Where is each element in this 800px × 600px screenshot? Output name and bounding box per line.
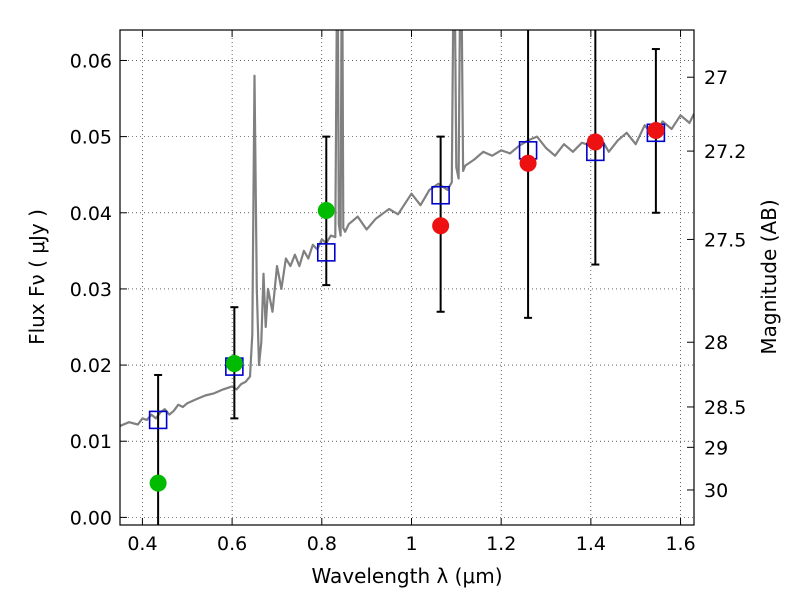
y2-tick-label: 28: [704, 332, 728, 354]
observed-point: [432, 217, 450, 235]
y-tick-label: 0.04: [70, 203, 112, 225]
plot-area: [120, 30, 694, 525]
x-tick-label: 1.6: [665, 533, 695, 555]
y2-tick-label: 27: [704, 67, 728, 89]
observed-point: [647, 122, 665, 140]
x-tick-label: 0.4: [127, 533, 157, 555]
y2-tick-label: 30: [704, 480, 728, 502]
observed-point: [519, 154, 537, 172]
y2-tick-label: 29: [704, 437, 728, 459]
y-tick-label: 0.02: [70, 355, 112, 377]
x-tick-label: 0.8: [307, 533, 337, 555]
x-tick-label: 1.2: [486, 533, 516, 555]
y-tick-label: 0.05: [70, 127, 112, 149]
y2-tick-label: 27.2: [704, 141, 746, 163]
observed-point: [225, 355, 243, 373]
model-square-marker: [316, 243, 336, 262]
x-tick-label: 0.6: [217, 533, 247, 555]
y2-axis-label: Magnitude (AB): [757, 199, 781, 354]
y2-tick-label: 28.5: [704, 397, 746, 419]
model-square-marker: [431, 185, 450, 205]
y-tick-label: 0.06: [70, 50, 112, 72]
y-tick-label: 0.00: [70, 507, 112, 529]
y2-tick-label: 27.5: [704, 229, 746, 251]
axis-ticks: 0.4 0.6 0.8 1 1.2 1.4 1.6 0.00 0.01 0.02 0.03 0.04 0…: [70, 30, 746, 555]
y-axis-label: Flux Fν ( μJy ): [25, 209, 49, 345]
grid-lines: [120, 30, 694, 525]
spectrum-line: [120, 30, 694, 428]
y-tick-label: 0.01: [70, 431, 112, 453]
y-tick-label: 0.03: [70, 279, 112, 301]
x-axis-label: Wavelength λ (μm): [311, 564, 502, 588]
model-square-marker: [148, 410, 168, 430]
x-tick-label: 1.4: [576, 533, 606, 555]
observed-point: [586, 133, 604, 151]
observed-point: [317, 201, 335, 219]
plot-frame: [119, 29, 695, 526]
x-tick-label: 1: [405, 533, 417, 555]
observed-point: [149, 474, 167, 492]
